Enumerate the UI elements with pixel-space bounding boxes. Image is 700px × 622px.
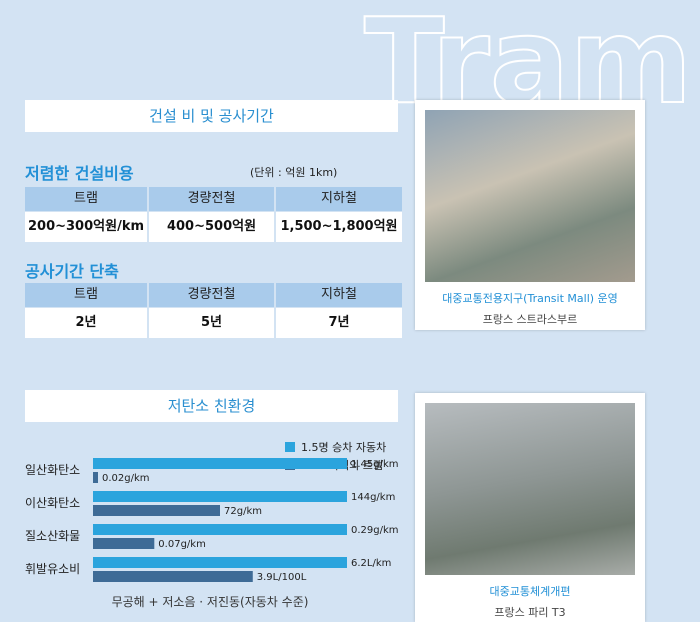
category-label: 질소산화물 — [25, 529, 80, 543]
value-label: 144g/km — [351, 492, 395, 503]
photo — [425, 110, 635, 282]
table-cell: 400~500억원 — [149, 212, 274, 242]
table-cell: 2년 — [25, 308, 147, 338]
category-label: 일산화탄소 — [25, 463, 80, 477]
chart: 1.5명 승차 자동차20% 좌석의 트램일산화탄소1.45g/km0.02g/… — [25, 441, 399, 609]
bar — [93, 472, 98, 483]
value-label: 72g/km — [224, 506, 262, 517]
bar — [93, 458, 347, 469]
photo-location: 프랑스 파리 T3 — [494, 606, 566, 619]
unit: (단위 : 억원 1km) — [250, 166, 338, 179]
table-header: 지하철 — [276, 283, 402, 307]
bar — [93, 538, 155, 549]
value-label: 0.07g/km — [158, 539, 206, 550]
photo — [425, 403, 635, 575]
table-header: 지하철 — [276, 187, 402, 211]
photo-caption: 대중교통전용지구(Transit Mall) 운영 — [442, 292, 618, 305]
heading: 공사기간 단축 — [25, 262, 119, 281]
table-cell: 7년 — [276, 308, 402, 338]
chart-note: 무공해 + 저소음 · 저진동(자동차 수준) — [112, 595, 309, 609]
section-title: 저탄소 친환경 — [25, 390, 398, 422]
value-label: 6.2L/km — [351, 558, 391, 569]
value-label: 3.9L/100L — [257, 572, 307, 583]
photo-caption: 대중교통체계개편 — [489, 585, 571, 598]
legend-label: 1.5명 승차 자동차 — [301, 441, 386, 454]
legend-swatch — [285, 442, 295, 452]
table-cell: 200~300억원/km — [25, 212, 147, 242]
table-header: 경량전철 — [149, 283, 274, 307]
table-header: 트램 — [25, 283, 147, 307]
period-table: 트램 경량전철 지하철 2년 5년 7년 — [25, 283, 402, 338]
photo-card: 대중교통전용지구(Transit Mall) 운영 프랑스 스트라스부르 — [415, 100, 645, 330]
photo-card: 대중교통체계개편 프랑스 파리 T3 — [415, 393, 645, 622]
bar — [93, 524, 347, 535]
table-cell: 5년 — [149, 308, 274, 338]
value-label: 0.29g/km — [351, 525, 399, 536]
section-title: 건설 비 및 공사기간 — [25, 100, 398, 132]
table-header: 경량전철 — [149, 187, 274, 211]
value-label: 1.45g/km — [351, 459, 399, 470]
bar — [93, 571, 253, 582]
category-label: 휘발유소비 — [25, 562, 80, 576]
photo-location: 프랑스 스트라스부르 — [482, 313, 578, 326]
bar — [93, 557, 347, 568]
value-label: 0.02g/km — [102, 473, 150, 484]
category-label: 이산화탄소 — [25, 496, 80, 510]
cost-table: 트램 경량전철 지하철 200~300억원/km 400~500억원 1,500~1,80… — [25, 187, 402, 242]
table-cell: 1,500~1,800억원 — [276, 212, 402, 242]
table-header: 트램 — [25, 187, 147, 211]
heading: 저렴한 건설비용 — [25, 164, 134, 183]
bar — [93, 491, 347, 502]
bar — [93, 505, 220, 516]
